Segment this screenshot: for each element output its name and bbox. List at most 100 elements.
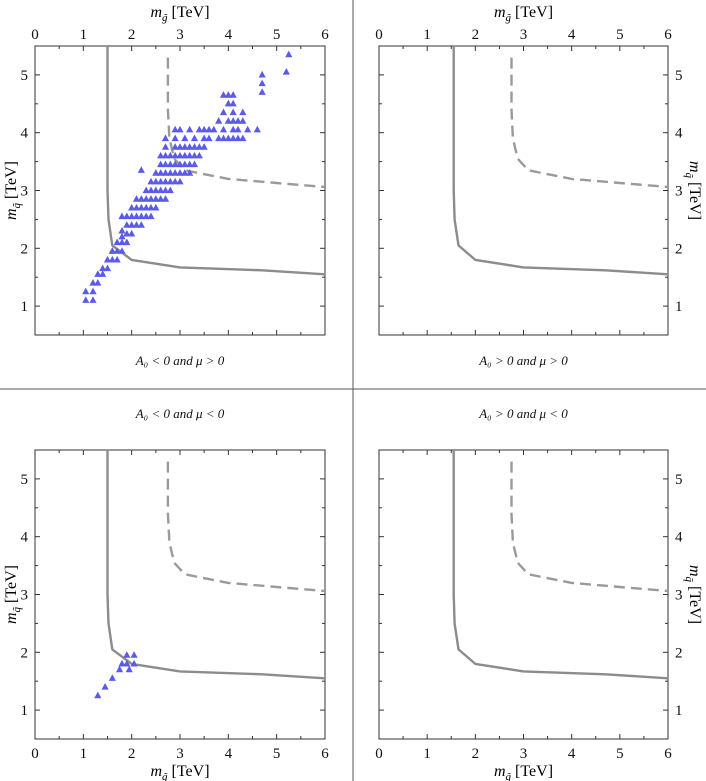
data-point-triangle [234, 117, 242, 124]
x-axis-label-subscript: g̃ [506, 12, 512, 24]
data-point-triangle [239, 117, 247, 124]
y-axis-label-subscript: q̃ [11, 606, 23, 612]
data-point-triangle [152, 203, 160, 211]
data-point-triangle [181, 143, 189, 150]
data-point-triangle [224, 134, 232, 142]
data-point-triangle [123, 651, 131, 658]
y-tick-label: 2 [21, 241, 29, 257]
y-axis-label-subscript: q̃ [11, 202, 23, 208]
data-point-triangle [190, 160, 199, 168]
data-point-triangle [171, 169, 179, 176]
data-point-triangle [210, 125, 218, 133]
data-point-triangle [171, 160, 179, 168]
x-tick-label: 4 [568, 746, 576, 762]
data-point-triangle [147, 195, 155, 202]
data-point-triangle [186, 160, 194, 168]
data-point-triangle [113, 238, 121, 246]
y-tick-label: 1 [675, 703, 683, 719]
data-point-triangle [229, 99, 237, 107]
y-axis-label-unit: [TeV] [686, 178, 703, 220]
y-tick-label: 2 [21, 645, 29, 661]
data-point-triangle [181, 160, 189, 168]
y-tick-label: 3 [675, 588, 683, 604]
x-tick-label: 2 [472, 27, 480, 43]
data-point-triangle [161, 186, 170, 194]
data-point-triangle [101, 682, 109, 690]
y-axis-label: mq̃ [TeV] [3, 565, 23, 624]
data-point-triangle [239, 108, 247, 116]
x-axis-label-symbol: m [150, 763, 162, 780]
y-tick-label: 5 [675, 472, 683, 488]
plot-frame [378, 45, 669, 336]
data-point-triangle [123, 238, 131, 246]
x-axis-label-unit: [TeV] [168, 4, 210, 21]
data-point-triangle [224, 99, 232, 107]
data-point-triangle [219, 91, 228, 98]
y-axis-label-symbol: m [3, 208, 20, 220]
data-point-triangle [157, 151, 165, 159]
data-point-triangle [186, 125, 194, 133]
data-point-triangle [157, 177, 165, 185]
y-axis-label: mq̃ [TeV] [683, 161, 703, 220]
plot-area [94, 450, 325, 699]
y-tick-label: 5 [21, 472, 29, 488]
data-point-triangle [161, 143, 170, 150]
data-point-triangle [123, 221, 131, 228]
data-point-triangle [142, 195, 150, 202]
solid-exclusion-line [452, 450, 668, 680]
data-point-triangle [89, 287, 97, 295]
x-tick-label: 6 [321, 27, 329, 43]
y-axis-label-unit: [TeV] [3, 161, 20, 203]
data-point-triangle [161, 177, 170, 185]
y-tick-label: 1 [21, 703, 29, 719]
data-point-triangle [142, 212, 150, 220]
data-point-triangle [147, 212, 155, 220]
x-axis-label-subscript: g̃ [162, 12, 168, 24]
x-tick-label: 2 [128, 27, 136, 43]
data-point-triangle [115, 665, 124, 673]
data-point-triangle [166, 160, 174, 168]
x-tick-label: 6 [664, 746, 672, 762]
data-point-triangle [130, 659, 138, 667]
x-axis-label-unit: [TeV] [511, 4, 553, 21]
data-point-triangle [186, 169, 194, 176]
y-axis-label-subscript: q̃ [683, 173, 695, 179]
data-point-triangle [224, 117, 232, 124]
data-point-triangle [82, 296, 90, 303]
data-point-triangle [253, 125, 261, 133]
y-axis-label: mq̃ [TeV] [683, 565, 703, 624]
x-axis-label: mg̃ [TeV] [494, 4, 553, 24]
data-point-triangle [113, 255, 121, 263]
data-point-triangle [147, 177, 155, 185]
x-tick-label: 2 [128, 746, 136, 762]
data-point-triangle [171, 151, 179, 159]
y-axis-label-unit: [TeV] [686, 582, 703, 624]
data-point-triangle [186, 143, 194, 150]
data-point-triangle [258, 70, 266, 78]
y-tick-label: 1 [675, 299, 683, 315]
x-axis-label-unit: [TeV] [168, 763, 210, 780]
data-point-triangle [152, 186, 160, 194]
data-point-triangle [161, 151, 170, 159]
data-point-triangle [176, 143, 184, 150]
data-point-triangle [118, 226, 126, 234]
data-point-triangle [186, 151, 194, 159]
x-tick-label: 0 [31, 27, 39, 43]
x-axis-label: mg̃ [TeV] [150, 763, 209, 781]
x-tick-label: 5 [273, 746, 281, 762]
data-point-triangle [99, 264, 107, 272]
data-point-triangle [166, 177, 174, 185]
data-point-triangle [152, 177, 160, 185]
data-point-triangle [229, 134, 237, 142]
x-tick-label: 1 [423, 27, 431, 43]
data-point-triangle [157, 195, 165, 202]
data-point-triangle [215, 134, 223, 142]
data-point-triangle [176, 125, 184, 133]
x-tick-label: 0 [375, 746, 383, 762]
data-point-triangle [171, 177, 179, 185]
data-point-triangle [123, 659, 131, 667]
solid-exclusion-line [106, 46, 325, 276]
